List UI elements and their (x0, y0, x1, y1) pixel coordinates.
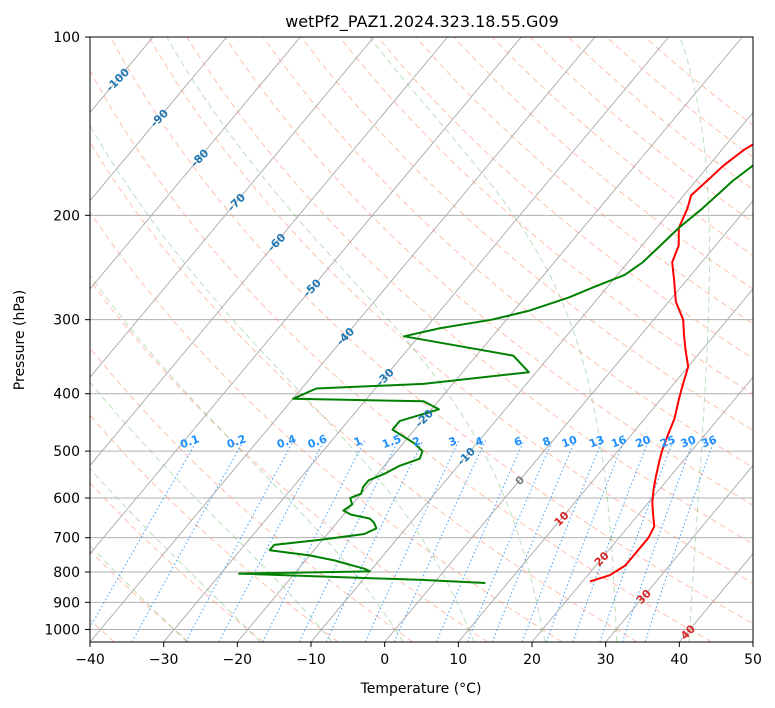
y-axis-label: Pressure (hPa) (12, 290, 28, 390)
y-tick-label: 300 (53, 313, 80, 329)
x-tick-label: −40 (75, 652, 105, 668)
moist-adiabat-line (90, 545, 188, 642)
mixing-ratio-labels: 0.1 0.2 0.4 0.6 1 1.5 2 3 4 6 8 10 13 16 20 25 30 36 (178, 432, 718, 451)
moist-adiabat-line (679, 37, 710, 642)
isotherm-line (163, 37, 670, 642)
mixing-ratio-line (467, 440, 553, 642)
mixing-ratio-label: 0.2 (225, 432, 248, 451)
dry-adiabat-line (148, 37, 753, 584)
mixing-ratio-line (131, 440, 245, 642)
dry-adiabat-line (90, 69, 712, 642)
sounding-profiles (238, 143, 753, 584)
isotherm-line (90, 37, 449, 467)
dry-adiabat-line (90, 550, 190, 642)
dry-adiabat-line (415, 37, 753, 325)
y-tick-label: 500 (53, 444, 80, 460)
moist-adiabat-line (90, 124, 475, 642)
x-tick-label: −20 (223, 652, 253, 668)
isotherm-line (90, 37, 375, 378)
mixing-ratio-line (298, 440, 399, 642)
y-tick-label: 400 (53, 387, 80, 403)
isotherm-line (0, 37, 6, 642)
mixing-ratio-label: 0.1 (178, 432, 201, 451)
x-tick-label: −30 (149, 652, 179, 668)
mixing-ratio-label: 1.5 (380, 432, 403, 451)
mixing-ratio-line (435, 440, 525, 642)
mixing-ratio-label: 1 (352, 434, 364, 449)
y-tick-label: 100 (53, 30, 80, 46)
mixing-ratio-label: 8 (541, 434, 553, 449)
dry-adiabat-line (110, 37, 753, 625)
isotherm-line (90, 37, 522, 555)
y-tick-label: 600 (53, 491, 80, 507)
isotherm-line (236, 37, 743, 642)
mixing-ratio-label: 10 (560, 433, 579, 451)
y-tick-label: 900 (53, 595, 80, 611)
x-tick-label: −10 (296, 652, 326, 668)
isotherm-line (90, 37, 596, 642)
dry-adiabat-line (453, 37, 753, 290)
moist-adiabat-line (90, 274, 404, 642)
mixing-ratio-label: 4 (473, 434, 485, 449)
moist-adiabat-line (90, 381, 333, 642)
mixing-ratio-line (599, 440, 674, 642)
chart-title: wetPf2_PAZ1.2024.323.18.55.G09 (285, 12, 559, 32)
temperature-profile-line (589, 143, 753, 583)
mixing-ratio-line (262, 440, 366, 642)
pressure-gridlines (90, 36, 753, 630)
dry-adiabat-line (377, 37, 753, 360)
isotherms (0, 37, 753, 642)
mixing-ratio-label: 36 (700, 433, 719, 451)
dry-adiabat-line (90, 279, 488, 642)
mixing-ratio-label: 2 (411, 434, 423, 449)
x-tick-label: 30 (597, 652, 615, 668)
x-tick-label: 0 (380, 652, 389, 668)
mixing-ratio-label: 3 (447, 434, 459, 449)
mixing-ratio-label: 0.4 (275, 432, 298, 451)
isotherm-line (752, 641, 753, 642)
isotherm-line (384, 200, 753, 642)
mixing-ratio-label: 0.6 (306, 432, 329, 451)
dewpoint-profile-line (238, 164, 753, 584)
isotherm-line (90, 37, 301, 290)
x-tick-label: 50 (744, 652, 762, 668)
isotherm-line (310, 111, 753, 642)
mixing-ratio-line (90, 440, 198, 629)
y-axis: 100 200 300 400 500 600 700 800 900 1000 (44, 30, 90, 638)
isotherm-line (605, 464, 753, 642)
moist-adiabats (90, 37, 710, 642)
plot-frame (89, 36, 754, 643)
dry-adiabat-line (90, 141, 638, 642)
y-tick-label: 800 (53, 565, 80, 581)
mixing-ratio-line (185, 440, 294, 642)
isotherm-line (90, 37, 228, 202)
mixing-ratio-label: 30 (679, 433, 698, 451)
isotherm-line (457, 288, 753, 642)
y-tick-label: 700 (53, 531, 80, 547)
x-axis: −40 −30 −20 −10 0 10 20 30 40 50 (75, 642, 762, 668)
x-tick-label: 10 (449, 652, 467, 668)
x-tick-label: 20 (523, 652, 541, 668)
mixing-ratio-label: 16 (609, 433, 628, 451)
mixing-ratio-label: 25 (658, 433, 677, 450)
mixing-ratio-line (621, 440, 694, 642)
mixing-ratio-label: 6 (512, 434, 524, 449)
y-tick-label: 200 (53, 208, 80, 224)
mixing-ratio-label: 20 (634, 433, 653, 451)
x-axis-label: Temperature (°C) (360, 681, 482, 697)
mixing-ratio-line (393, 440, 486, 642)
dry-adiabat-line (90, 347, 414, 642)
mixing-ratio-line (572, 440, 649, 642)
mixing-ratio-lines (90, 440, 715, 642)
moist-adiabat-line (166, 37, 546, 642)
mixing-ratio-label: 13 (587, 433, 606, 450)
y-tick-label: 1000 (44, 622, 80, 638)
isotherm-line (531, 376, 753, 642)
x-tick-label: 40 (670, 652, 688, 668)
